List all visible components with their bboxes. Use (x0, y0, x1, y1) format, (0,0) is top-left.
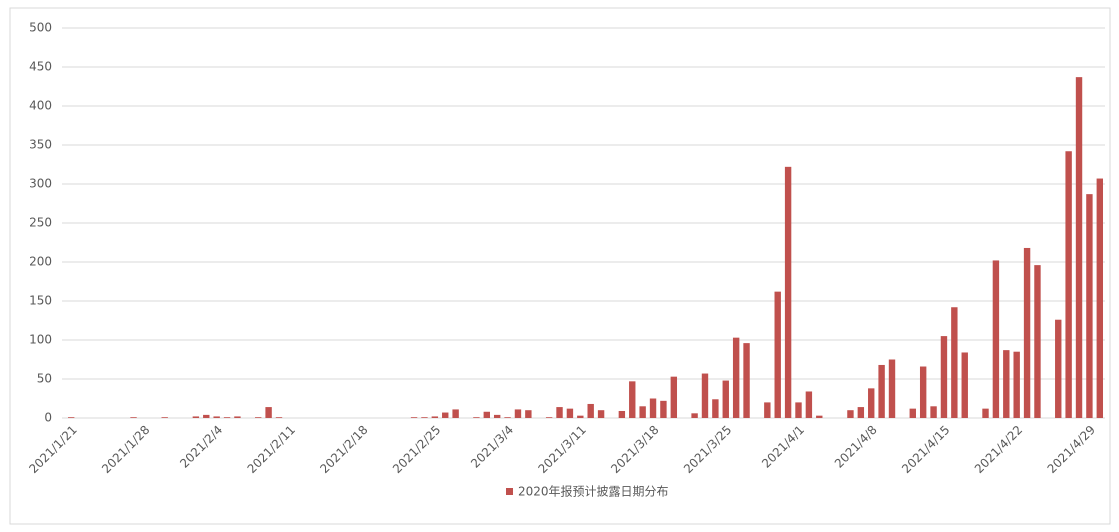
y-tick-label: 0 (44, 411, 52, 425)
bar (192, 416, 200, 418)
bar (701, 373, 709, 418)
bar (1086, 194, 1093, 418)
bar (805, 391, 813, 418)
bar (421, 417, 428, 418)
y-tick-label: 300 (29, 177, 52, 191)
y-tick-label: 200 (29, 255, 52, 269)
bar (130, 417, 137, 418)
bar (629, 381, 636, 418)
bar (577, 415, 584, 418)
bar (67, 417, 75, 418)
bar (452, 409, 459, 418)
bar (1003, 350, 1010, 418)
bar (618, 410, 626, 418)
bar (712, 399, 719, 418)
bar (795, 402, 802, 418)
bar (940, 336, 948, 418)
bar (410, 417, 418, 418)
bar (525, 410, 532, 418)
bar (670, 376, 678, 418)
bar (213, 416, 220, 418)
bar (1096, 178, 1104, 418)
bar (1055, 319, 1062, 418)
legend-label: 2020年报预计披露日期分布 (518, 484, 669, 499)
bar (473, 417, 480, 418)
y-tick-label: 100 (29, 333, 52, 347)
bar (909, 408, 916, 418)
bar (483, 411, 490, 418)
bar (743, 343, 750, 418)
chart-frame (9, 7, 1111, 525)
y-tick-label: 250 (29, 216, 52, 230)
bar (493, 414, 501, 418)
bar (774, 291, 781, 418)
bar (556, 407, 563, 418)
y-tick-label: 350 (29, 138, 52, 152)
bar (691, 413, 698, 418)
bar (1034, 265, 1041, 418)
bar (1023, 247, 1031, 418)
bar (597, 410, 605, 418)
bar (639, 406, 646, 418)
bar (442, 412, 449, 418)
bar (514, 409, 522, 418)
bar (722, 380, 729, 418)
y-tick-label: 500 (29, 21, 52, 35)
bar (732, 337, 740, 418)
bar (431, 416, 439, 418)
bar (868, 388, 875, 418)
bar (816, 415, 823, 418)
bar (878, 364, 885, 418)
bar (203, 414, 210, 418)
bar (265, 407, 272, 418)
y-tick-label: 400 (29, 99, 52, 113)
bar (1013, 351, 1020, 418)
y-tick-label: 50 (37, 372, 52, 386)
bar (857, 407, 865, 418)
bar (255, 417, 262, 418)
bar (649, 398, 657, 418)
bar (919, 366, 927, 418)
bar (951, 307, 958, 418)
bar (566, 408, 574, 418)
bar (992, 260, 1000, 418)
bar (982, 408, 989, 418)
bar (930, 406, 937, 418)
bar (660, 400, 667, 418)
bar (504, 417, 511, 418)
bar (764, 402, 771, 418)
bar (223, 417, 231, 418)
bar (1075, 77, 1083, 418)
bar (847, 410, 854, 418)
y-tick-label: 150 (29, 294, 52, 308)
bar (275, 417, 283, 418)
bar (234, 416, 241, 418)
y-tick-label: 450 (29, 60, 52, 74)
bar (888, 359, 896, 418)
bar (545, 417, 553, 418)
bar (1065, 151, 1072, 419)
bar (784, 166, 792, 418)
legend-swatch (506, 488, 513, 495)
bar (961, 352, 968, 418)
bar (161, 417, 168, 418)
bar (587, 403, 594, 418)
